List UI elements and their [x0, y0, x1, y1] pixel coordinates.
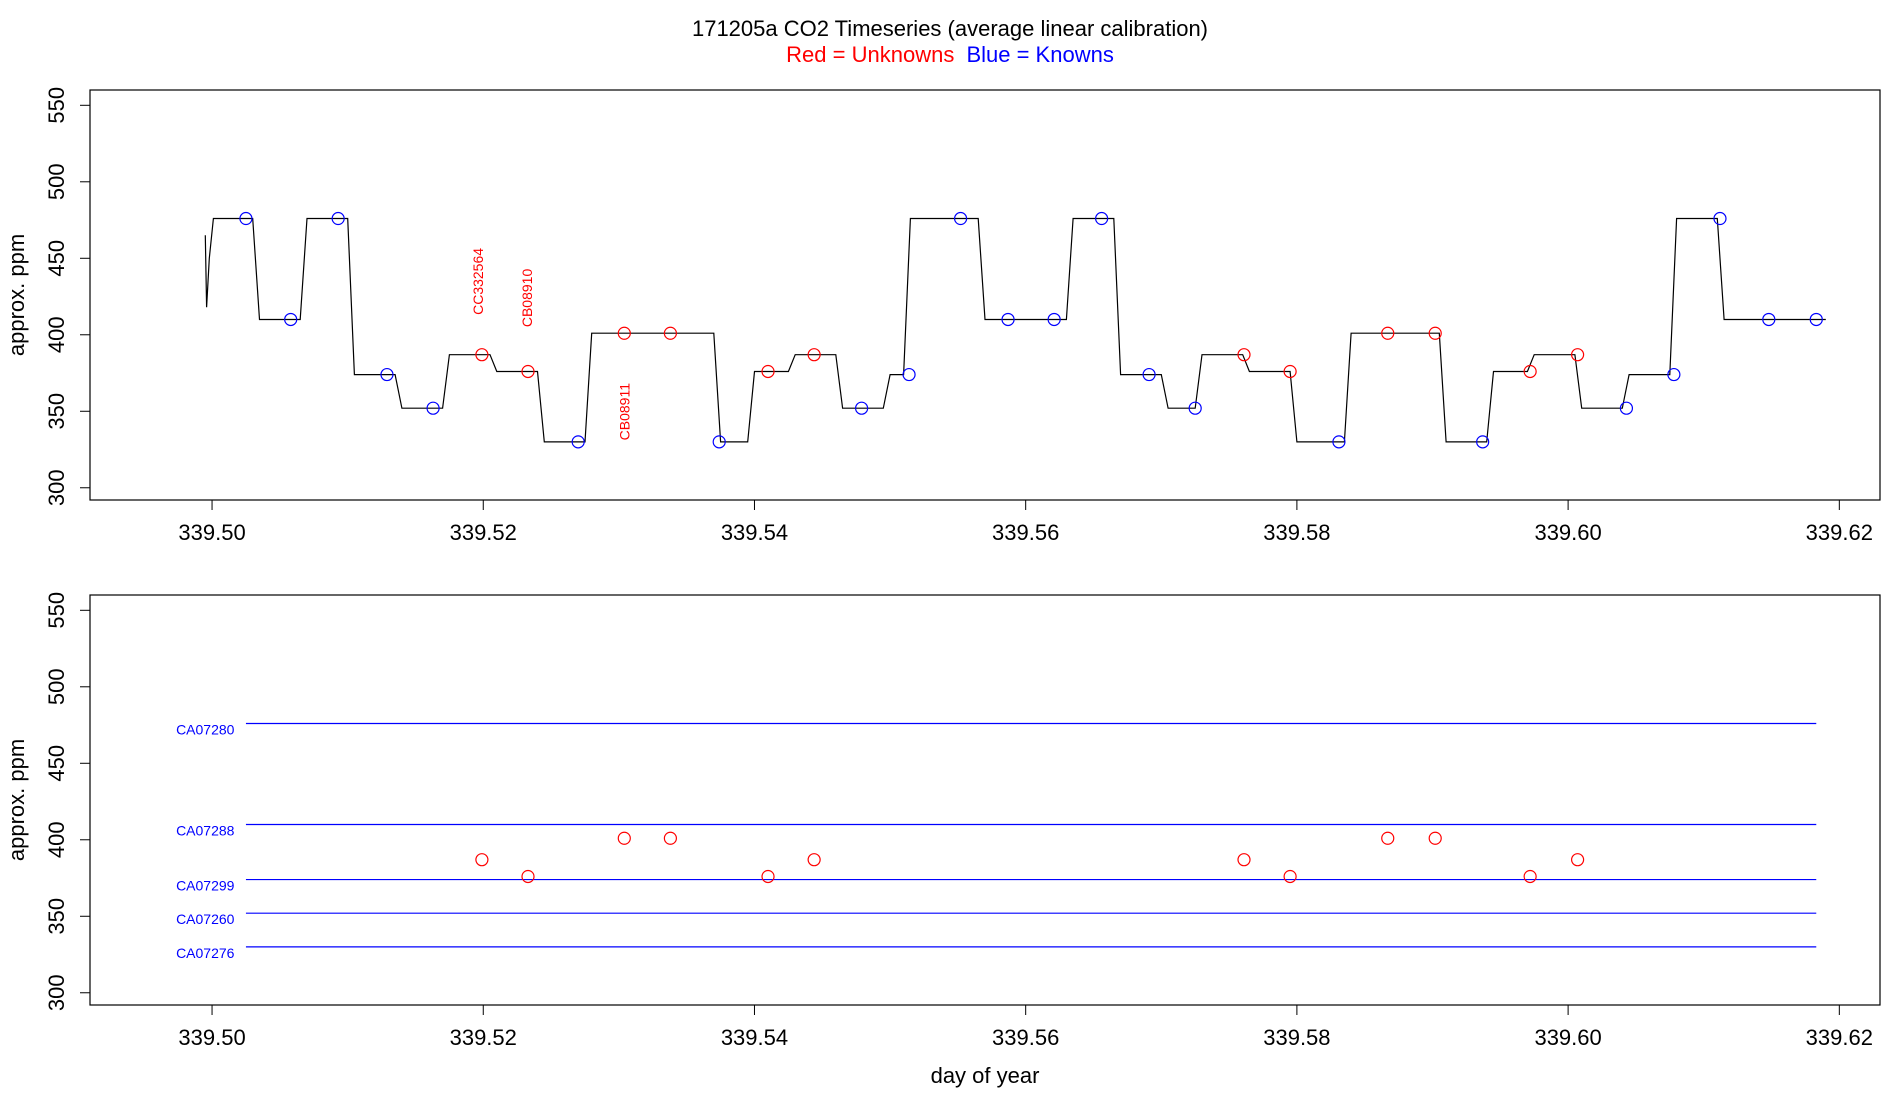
known-point — [426, 401, 440, 415]
unknown-point — [663, 326, 677, 340]
known-point — [571, 435, 585, 449]
plot-frame — [89, 89, 1881, 501]
y-tick-label: 400 — [44, 821, 69, 858]
standard-label: CA07280 — [176, 722, 235, 738]
known-point — [712, 435, 726, 449]
unknown-point — [1428, 831, 1442, 845]
known-point — [1619, 401, 1634, 415]
unknown-point — [807, 348, 821, 362]
known-point — [331, 211, 345, 226]
x-tick-label: 339.54 — [721, 1025, 788, 1050]
y-tick-label: 450 — [44, 240, 69, 277]
calibration-panel: 339.50 339.52 339.54 339.56 339.58 339.60 339.… — [4, 592, 1881, 1088]
x-tick-label: 339.62 — [1806, 1025, 1873, 1050]
unknown-point — [1381, 831, 1395, 845]
unknown-point — [663, 831, 677, 845]
unknown-point — [1523, 869, 1537, 884]
known-point — [1332, 435, 1346, 449]
x-tick-label: 339.56 — [992, 1025, 1059, 1050]
unknown-point — [617, 831, 631, 845]
known-point — [1713, 211, 1727, 226]
unknown-point — [1381, 326, 1395, 340]
x-tick-label: 339.50 — [178, 1025, 245, 1050]
x-axis-label: day of year — [931, 1063, 1040, 1088]
known-point — [902, 367, 916, 382]
standard-label: CA07276 — [176, 945, 235, 961]
unknown-point — [521, 364, 535, 379]
legend-unknowns: Red = Unknowns — [786, 42, 954, 67]
known-point — [284, 312, 298, 327]
legend-knowns: Blue = Knowns — [966, 42, 1113, 67]
standard-label: CA07299 — [176, 878, 235, 894]
y-tick-label: 500 — [44, 163, 69, 200]
x-tick-label: 339.62 — [1806, 520, 1873, 545]
y-tick-label: 450 — [44, 745, 69, 782]
unknown-point — [1523, 364, 1537, 379]
x-tick-label: 339.60 — [1534, 520, 1601, 545]
unknown-point — [617, 326, 631, 340]
standard-label: CA07260 — [176, 911, 235, 927]
unknown-point — [1570, 348, 1585, 362]
y-tick-label: 350 — [44, 898, 69, 935]
y-tick-label: 500 — [44, 668, 69, 705]
unknown-point — [1570, 853, 1585, 867]
unknown-point — [521, 869, 535, 884]
sample-id-annotation: CC332564 — [470, 248, 486, 315]
y-tick-label: 350 — [44, 393, 69, 430]
known-point — [1047, 312, 1061, 327]
known-point — [1142, 367, 1156, 382]
y-tick-label: 300 — [44, 974, 69, 1011]
sample-id-annotation: CB08910 — [519, 269, 535, 328]
unknown-point — [475, 853, 489, 867]
y-tick-label: 300 — [44, 469, 69, 506]
unknown-point — [1428, 326, 1442, 340]
known-point — [854, 401, 869, 415]
known-point — [1809, 312, 1823, 327]
standard-label: CA07288 — [176, 822, 235, 838]
known-point — [1476, 435, 1490, 449]
known-point — [1095, 211, 1109, 226]
y-axis-label: approx. ppm — [4, 739, 29, 861]
unknown-point — [475, 348, 489, 362]
x-tick-label: 339.60 — [1534, 1025, 1601, 1050]
known-point — [1188, 401, 1202, 415]
figure-legend: Red = Unknowns Blue = Knowns — [786, 42, 1114, 67]
x-tick-label: 339.58 — [1263, 520, 1330, 545]
unknown-point — [1283, 869, 1297, 884]
unknown-point — [807, 853, 821, 867]
known-point — [1001, 312, 1015, 327]
known-point — [1667, 367, 1681, 382]
unknown-point — [1237, 348, 1251, 362]
x-tick-label: 339.52 — [450, 1025, 517, 1050]
x-tick-label: 339.50 — [178, 520, 245, 545]
y-tick-label: 400 — [44, 316, 69, 353]
known-point — [1762, 312, 1776, 327]
known-point — [380, 367, 394, 382]
y-tick-label: 550 — [44, 87, 69, 124]
timeseries-panel: 339.50 339.52 339.54 339.56 339.58 339.60 339.… — [4, 87, 1881, 545]
co2-trace-line — [204, 217, 1826, 443]
unknown-point — [761, 364, 775, 379]
unknown-point — [761, 869, 775, 884]
unknown-point — [1237, 853, 1251, 867]
unknown-point — [1283, 364, 1297, 379]
y-tick-label: 550 — [44, 592, 69, 629]
known-point — [953, 211, 968, 226]
x-tick-label: 339.52 — [450, 520, 517, 545]
sample-id-annotation: CB08911 — [617, 383, 633, 441]
x-tick-label: 339.58 — [1263, 1025, 1330, 1050]
plot-frame — [89, 594, 1881, 1006]
x-tick-label: 339.56 — [992, 520, 1059, 545]
known-point — [239, 211, 253, 226]
x-tick-label: 339.54 — [721, 520, 788, 545]
figure-title: 171205a CO2 Timeseries (average linear c… — [692, 16, 1208, 41]
y-axis-label: approx. ppm — [4, 234, 29, 356]
